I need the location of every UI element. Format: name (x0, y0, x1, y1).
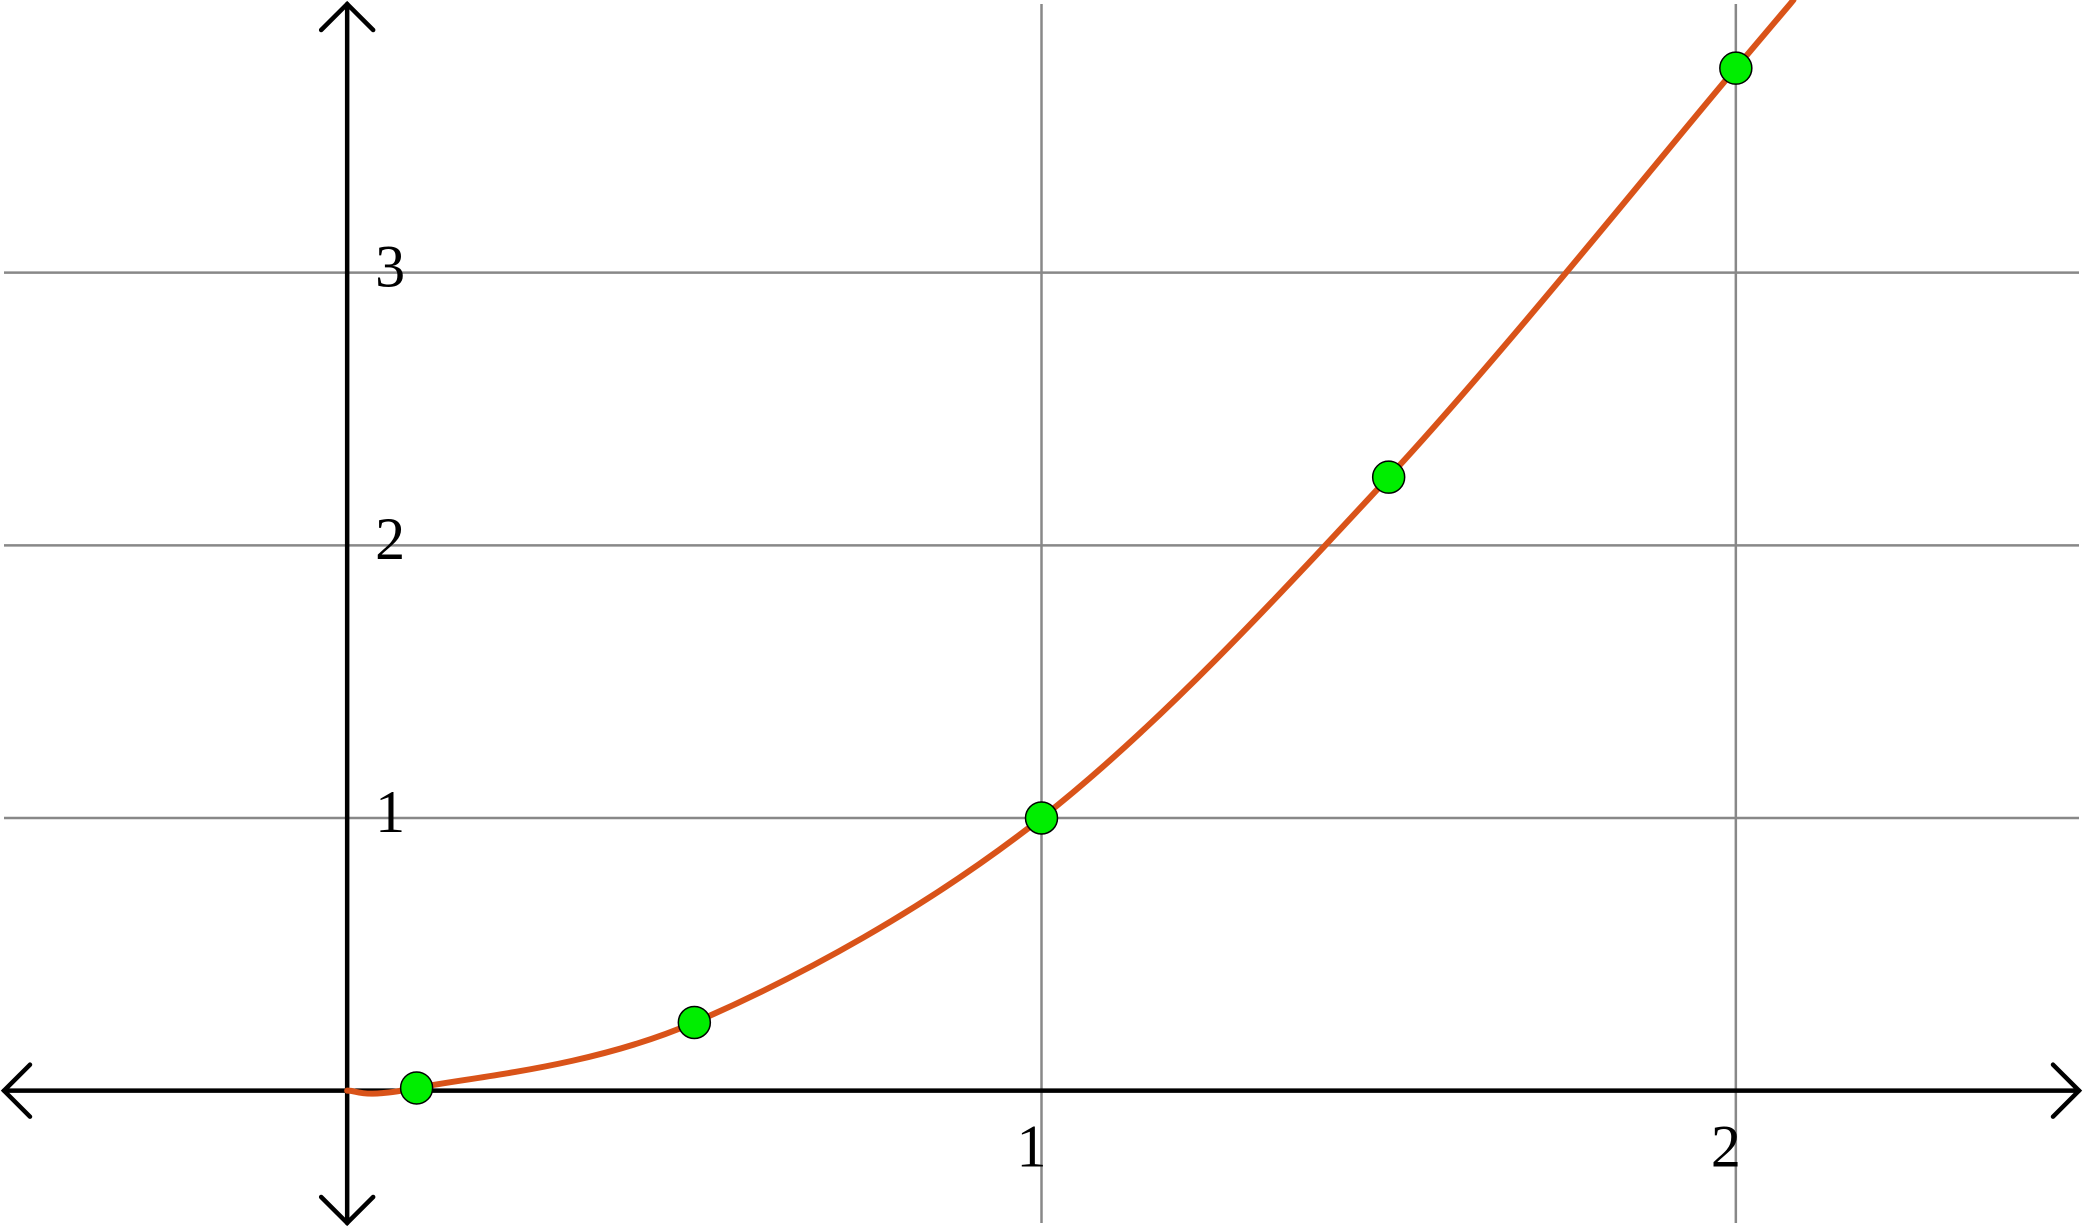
point (399, 1071, 434, 1105)
x-tick-label: 2 (1711, 1113, 1741, 1179)
x-tick-label: 1 (1017, 1113, 1047, 1179)
y-tick-label: 1 (375, 779, 405, 845)
y-tick-label: 3 (375, 233, 405, 299)
curve (344, 0, 1797, 1097)
arrow-head (318, 0, 376, 33)
point (677, 1005, 712, 1040)
arrow-head (0, 1062, 33, 1119)
point (1024, 801, 1059, 835)
point (1371, 460, 1406, 494)
arrow-head (318, 1194, 376, 1227)
point (1719, 51, 1753, 85)
arrow-head (2050, 1062, 2083, 1119)
y-tick-label: 2 (375, 506, 405, 572)
